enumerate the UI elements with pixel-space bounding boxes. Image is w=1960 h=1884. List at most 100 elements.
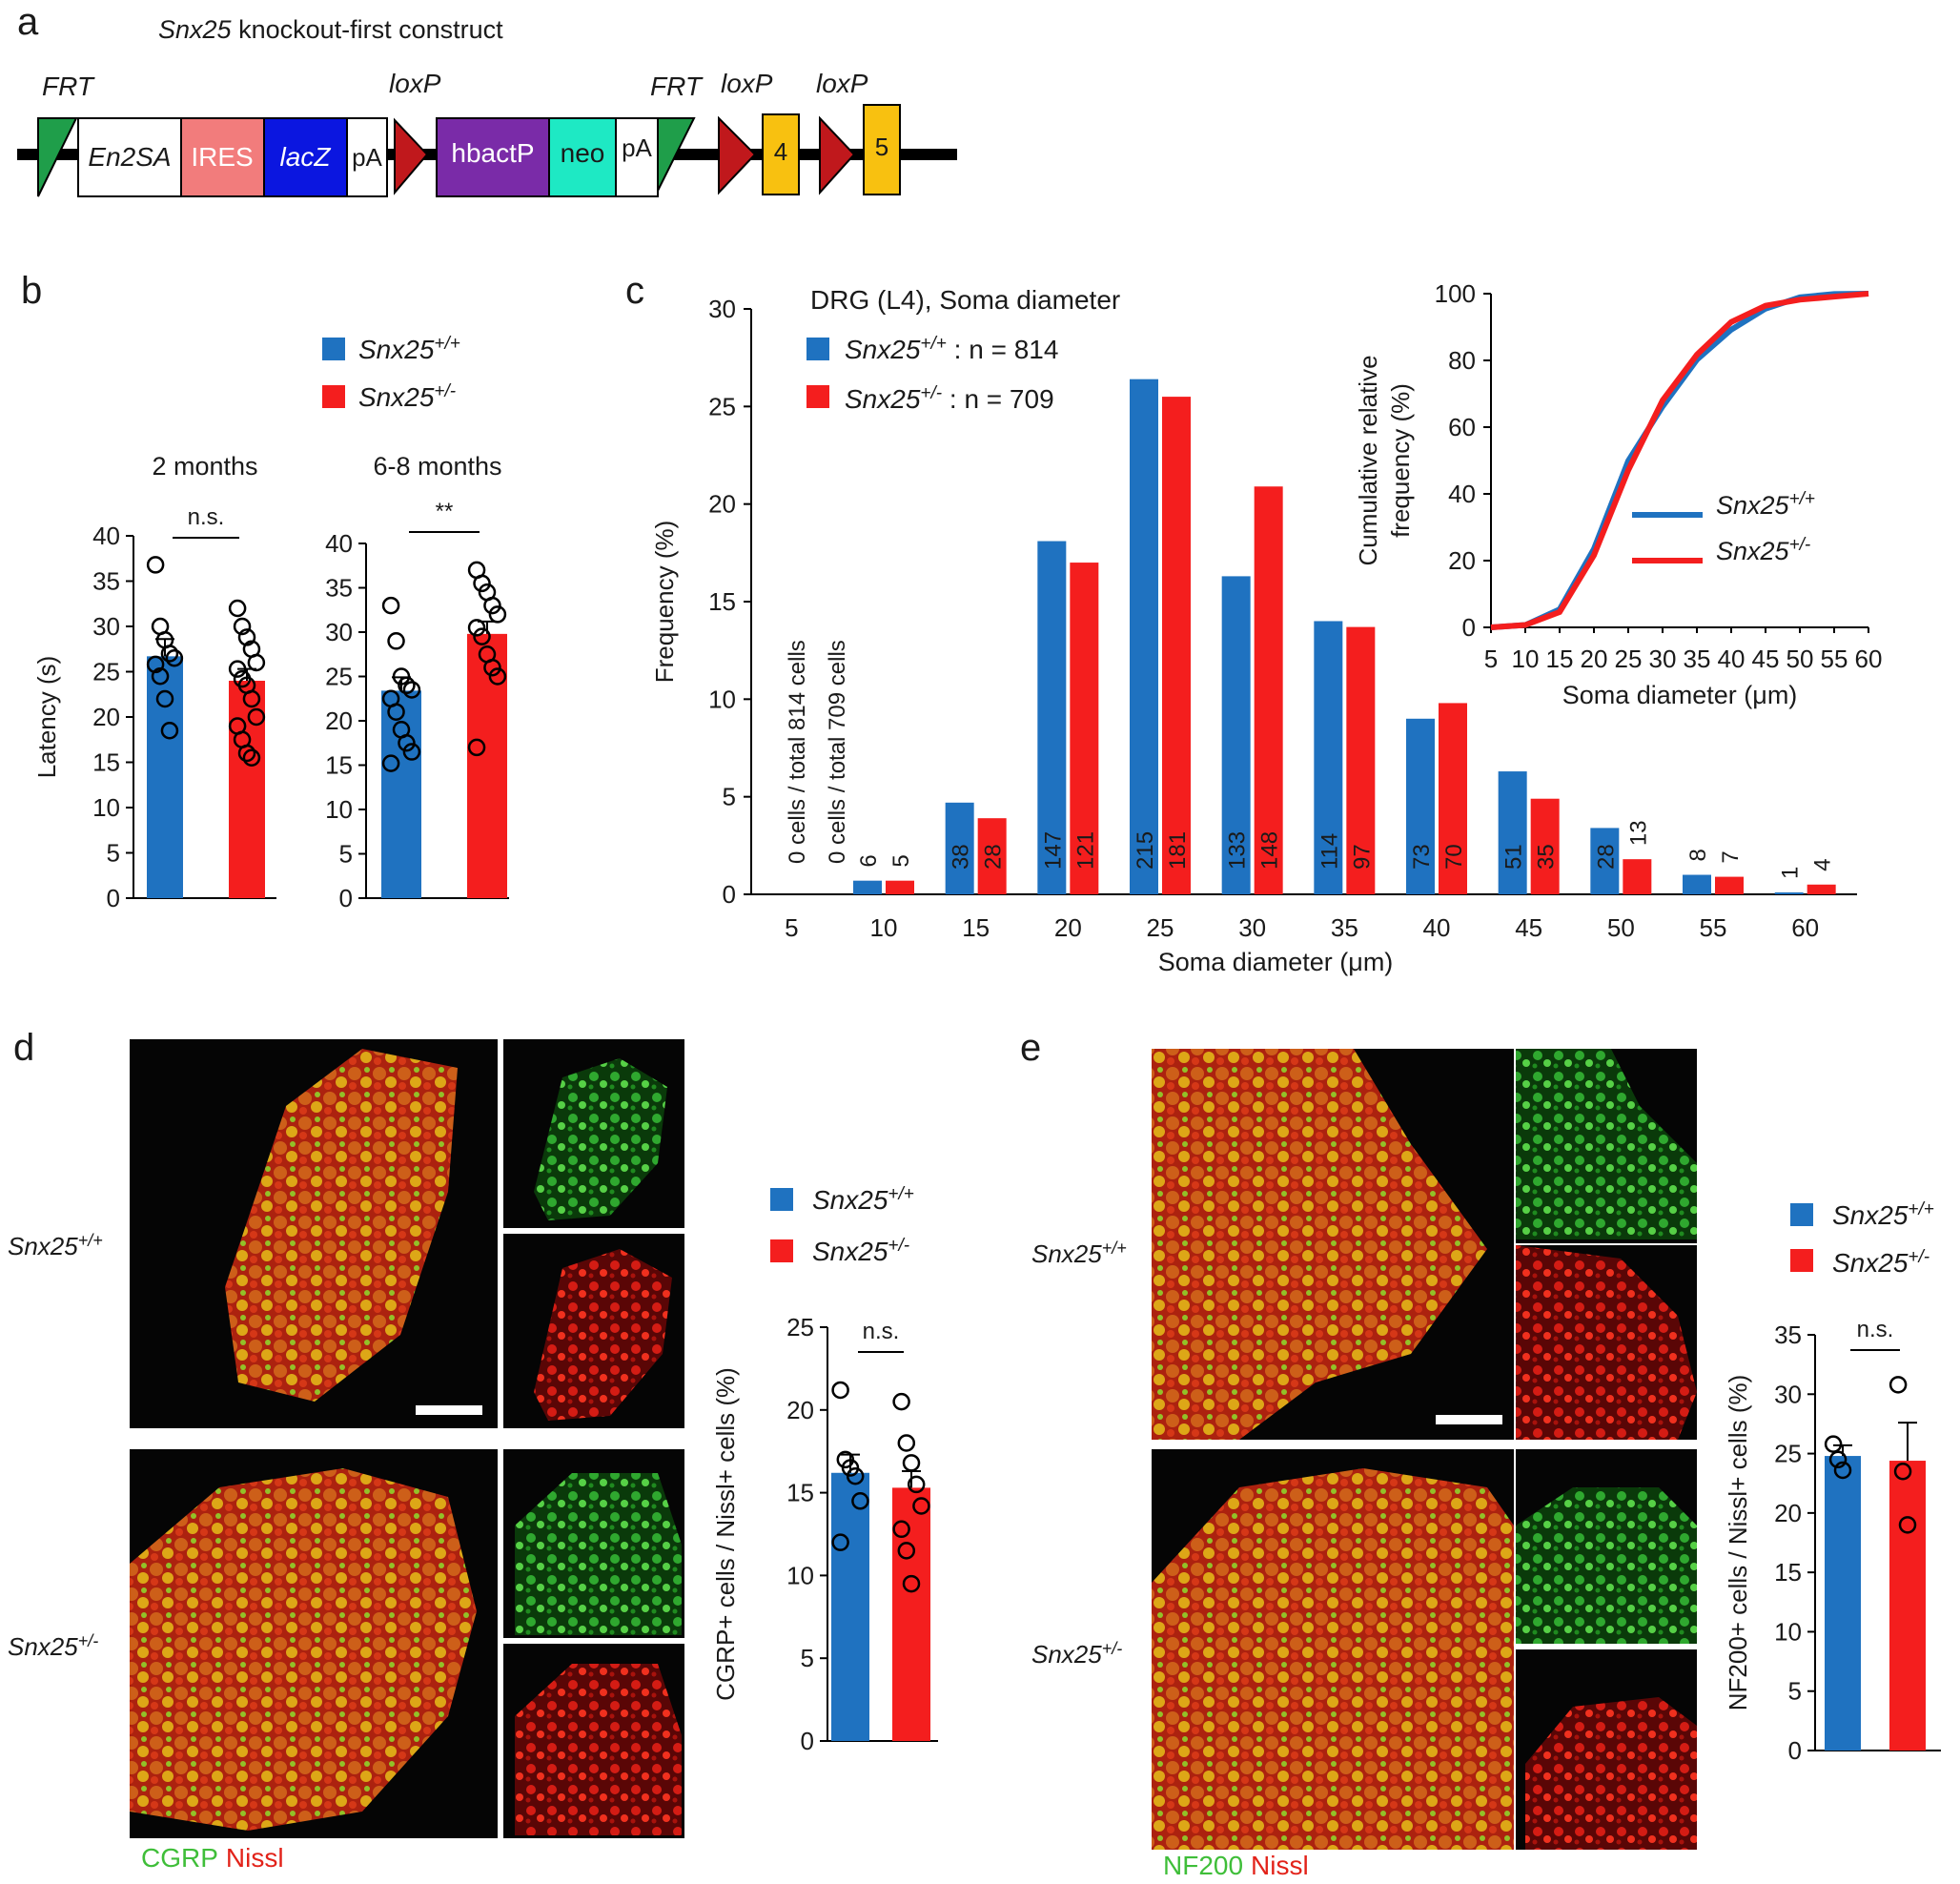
histogram-bar-wt xyxy=(1406,718,1435,894)
data-point xyxy=(160,722,179,740)
exon-4-label: 4 xyxy=(774,137,787,166)
count-label: 13 xyxy=(1625,820,1651,846)
inset-x-axis-label: Soma diameter (μm) xyxy=(1562,681,1798,709)
panel-d-row-het-label: Snx25+/- xyxy=(8,1631,98,1661)
data-point xyxy=(247,653,266,672)
data-point xyxy=(392,667,411,686)
y-tick-label: 20 xyxy=(708,490,736,519)
count-label: 35 xyxy=(1534,844,1560,870)
legend-d-het-swatch xyxy=(770,1239,793,1262)
inset-x-tick-label: 60 xyxy=(1855,645,1883,673)
data-point xyxy=(155,689,174,708)
neo-label: neo xyxy=(561,138,605,168)
bar-wt xyxy=(1825,1456,1861,1751)
data-point xyxy=(242,748,261,767)
image-e-wt-merge xyxy=(1152,1049,1514,1440)
y-axis-label: Latency (s) xyxy=(32,656,61,779)
inset-y-tick-label: 20 xyxy=(1448,546,1476,575)
count-label: 4 xyxy=(1810,858,1836,870)
histogram-bar-het xyxy=(1807,884,1836,894)
legend-d-wt-swatch xyxy=(770,1188,793,1211)
data-point xyxy=(897,1542,916,1560)
y-tick-label: 15 xyxy=(786,1479,814,1507)
histogram-bar-wt xyxy=(1498,771,1527,894)
count-label: 114 xyxy=(1317,833,1342,870)
bar-wt xyxy=(147,656,183,898)
inset-x-tick-label: 30 xyxy=(1649,645,1677,673)
data-point xyxy=(831,1381,849,1400)
en2sa-box xyxy=(77,117,182,197)
data-point xyxy=(151,667,170,686)
data-point xyxy=(483,658,501,677)
data-point xyxy=(892,1392,910,1411)
histogram-bar-het xyxy=(1715,876,1744,894)
cumulative-line-het xyxy=(1490,291,1869,630)
legend-d-wt-label: Snx25+/+ xyxy=(812,1184,914,1215)
legend-d-het-label: Snx25+/- xyxy=(812,1236,909,1266)
histogram-bar-wt xyxy=(853,880,882,894)
image-e-het-merge xyxy=(1152,1449,1514,1850)
en2sa-label: En2SA xyxy=(88,142,171,172)
y-tick-label: 5 xyxy=(339,840,353,869)
image-d-het-green xyxy=(503,1449,684,1638)
histogram-bar-het xyxy=(1439,703,1467,894)
data-point xyxy=(473,627,491,645)
bar-het xyxy=(892,1487,930,1741)
x-tick-label: 50 xyxy=(1607,913,1635,942)
inset-legend-label-wt: Snx25+/+ xyxy=(1716,489,1815,520)
tissue-d-wt-merge xyxy=(225,1049,458,1402)
y-tick-label: 25 xyxy=(786,1313,814,1341)
image-e-wt-red xyxy=(1516,1245,1697,1440)
inset-y-axis-label-line1: Cumulative relative xyxy=(1354,355,1382,565)
data-point xyxy=(237,744,256,763)
inset-x-tick-label: 25 xyxy=(1615,645,1643,673)
count-label: 147 xyxy=(1040,831,1066,870)
chart-b-2-months: 0 5 10 15 20 25 30 35 40 Latency (s) 2 months n.s. xyxy=(32,452,276,912)
legend-b-wt-label: Snx25+/+ xyxy=(358,334,460,364)
inset-x-tick-label: 15 xyxy=(1546,645,1574,673)
panel-a-letter: a xyxy=(17,1,39,43)
data-point xyxy=(228,660,247,678)
histogram-bar-wt xyxy=(1590,828,1620,894)
data-point xyxy=(247,707,266,727)
x-axis-label: Soma diameter (μm) xyxy=(1158,948,1394,976)
panel-c-title: DRG (L4), Soma diameter xyxy=(810,285,1120,315)
y-tick-label: 5 xyxy=(1788,1677,1802,1706)
histogram-bar-wt xyxy=(1774,891,1804,894)
panel-c: c DRG (L4), Soma diameter Snx25+/+ : n =… xyxy=(625,270,1882,976)
count-label: 7 xyxy=(1718,850,1744,863)
y-tick-label: 0 xyxy=(1788,1736,1802,1765)
chart-b-6-8-months: 0 5 10 15 20 25 30 35 40 6-8 months ** xyxy=(325,452,509,912)
y-tick-label: 5 xyxy=(801,1644,814,1672)
lacz-box xyxy=(263,117,348,197)
count-label: 51 xyxy=(1501,844,1527,870)
count-label: 28 xyxy=(981,844,1007,870)
y-tick-label: 5 xyxy=(723,783,736,811)
bar-het xyxy=(1889,1461,1926,1751)
y-tick-label: 10 xyxy=(325,795,353,824)
panel-d: d Snx25+/+ Snx25+/- CGRP Nissl xyxy=(8,1027,938,1873)
histogram-bar-het xyxy=(886,880,914,894)
x-tick-label: 60 xyxy=(1791,913,1819,942)
x-tick-label: 30 xyxy=(1238,913,1266,942)
x-tick-label: 10 xyxy=(870,913,898,942)
y-tick-label: 10 xyxy=(1774,1617,1802,1646)
histogram-bar-wt xyxy=(1221,576,1251,894)
y-tick-label: 20 xyxy=(786,1396,814,1424)
y-tick-label: 0 xyxy=(107,884,120,912)
inset-y-tick-label: 40 xyxy=(1448,480,1476,508)
legend-b-wt-swatch xyxy=(322,338,345,360)
chart-title: 2 months xyxy=(152,452,257,481)
panel-e-row-wt-label: Snx25+/+ xyxy=(1031,1239,1127,1268)
data-point xyxy=(902,1574,921,1593)
count-label: 97 xyxy=(1349,844,1375,870)
y-tick-label: 35 xyxy=(325,574,353,603)
y-tick-label: 20 xyxy=(325,706,353,735)
legend-c-wt-swatch xyxy=(806,338,829,360)
y-tick-label: 25 xyxy=(1774,1440,1802,1468)
data-point xyxy=(846,1466,865,1485)
data-point xyxy=(1893,1463,1912,1481)
data-point xyxy=(387,632,405,650)
data-point xyxy=(237,628,256,646)
